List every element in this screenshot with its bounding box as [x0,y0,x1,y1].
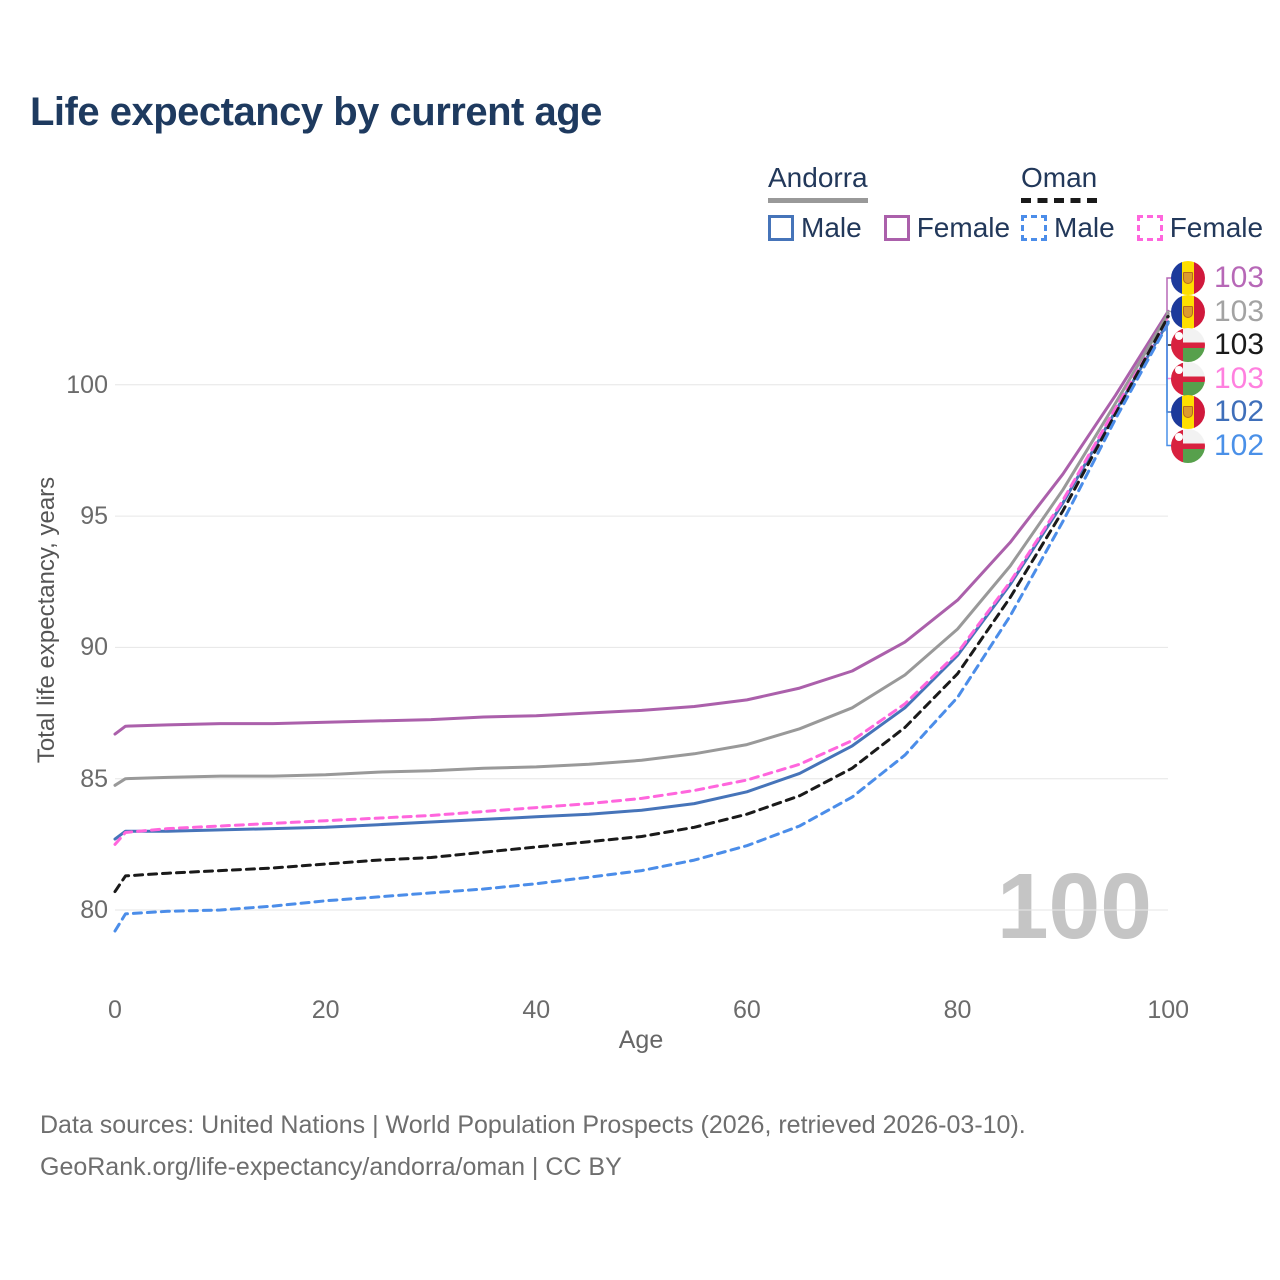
series-line-andorra_male[interactable] [113,320,1170,841]
end-label-value: 103 [1214,328,1265,361]
footer-note: Data sources: United Nations | World Pop… [40,1104,1026,1188]
legend-items-row: Male Female [768,212,1010,244]
y-tick-label-90: 90 [80,633,108,662]
series-line-oman_male[interactable] [113,321,1170,933]
end-label-value: 103 [1214,261,1265,294]
attribution-line: GeoRank.org/life-expectancy/andorra/oman… [40,1153,622,1181]
andorra-flag-icon [1171,261,1205,295]
legend-items-row: Male Female [1021,212,1263,244]
age-watermark: 100 [996,854,1152,958]
legend-country-label-oman[interactable]: Oman [1021,162,1098,203]
series-line-oman_total[interactable] [113,315,1170,894]
series-line-andorra_female[interactable] [113,309,1170,736]
flag-emblem [1183,406,1193,418]
legend-swatch-oman_female [1136,215,1163,241]
end-label-value: 103 [1214,294,1265,328]
flag-emblem [1183,305,1193,318]
andorra-flag-icon [1171,294,1205,329]
series-line-andorra_total[interactable] [113,312,1170,787]
legend-item-oman_female[interactable]: Female [1136,212,1264,244]
x-tick-label-20: 20 [311,996,340,1024]
end-label-row-oman_male: 102 [1171,428,1265,463]
legend-item-andorra_female[interactable]: Female [883,212,1011,244]
legend-item-label: Female [916,212,1011,243]
y-tick-label-85: 85 [80,764,108,793]
end-label-value: 102 [1214,395,1265,428]
x-tick-label-100: 100 [1147,996,1190,1024]
oman-flag-icon [1171,428,1205,463]
flag-emblem [1175,432,1183,441]
end-label-row-andorra_male: 102 [1171,395,1264,429]
y-tick-label-80: 80 [80,896,108,924]
x-tick-label-0: 0 [108,996,122,1024]
y-tick-label-95: 95 [80,502,108,531]
x-tick-label-40: 40 [522,996,551,1024]
end-label-row-oman_total: 103 [1171,328,1264,362]
oman-flag-icon [1171,328,1205,362]
legend-swatch-andorra_female [883,215,910,241]
legend-group-oman: Oman Male Female [1021,162,1263,244]
page-title: Life expectancy by current age [30,90,602,134]
andorra-flag-icon [1171,395,1205,429]
y-tick-label-100: 100 [66,370,108,399]
flag-emblem [1183,272,1193,284]
legend-group-andorra: Andorra Male Female [768,162,1010,244]
end-label-value: 103 [1214,361,1265,395]
end-label-row-oman_female: 103 [1171,361,1265,396]
oman-flag-icon [1171,361,1205,396]
end-label-connector-oman_male [1166,322,1172,447]
x-tick-label-80: 80 [943,996,972,1024]
legend-item-label: Female [1169,212,1264,243]
legend-item-label: Male [801,212,862,243]
end-label-row-andorra_total: 103 [1171,294,1265,329]
x-tick-label-60: 60 [733,996,761,1024]
legend-item-andorra_male[interactable]: Male [768,212,862,244]
end-label-row-andorra_female: 103 [1171,261,1264,295]
legend-swatch-andorra_male [768,215,794,241]
legend-item-oman_male[interactable]: Male [1021,212,1115,244]
flag-emblem [1175,332,1183,340]
end-label-connector-andorra_total [1166,310,1172,315]
data-sources-line: Data sources: United Nations | World Pop… [40,1111,1026,1139]
x-axis-title: Age [618,1026,664,1054]
series-line-oman_female[interactable] [113,317,1170,846]
legend-country-label-andorra[interactable]: Andorra [768,162,868,203]
legend-item-label: Male [1054,212,1115,243]
end-label-value: 102 [1214,428,1265,462]
legend-swatch-oman_male [1021,215,1047,241]
flag-emblem [1175,365,1183,374]
